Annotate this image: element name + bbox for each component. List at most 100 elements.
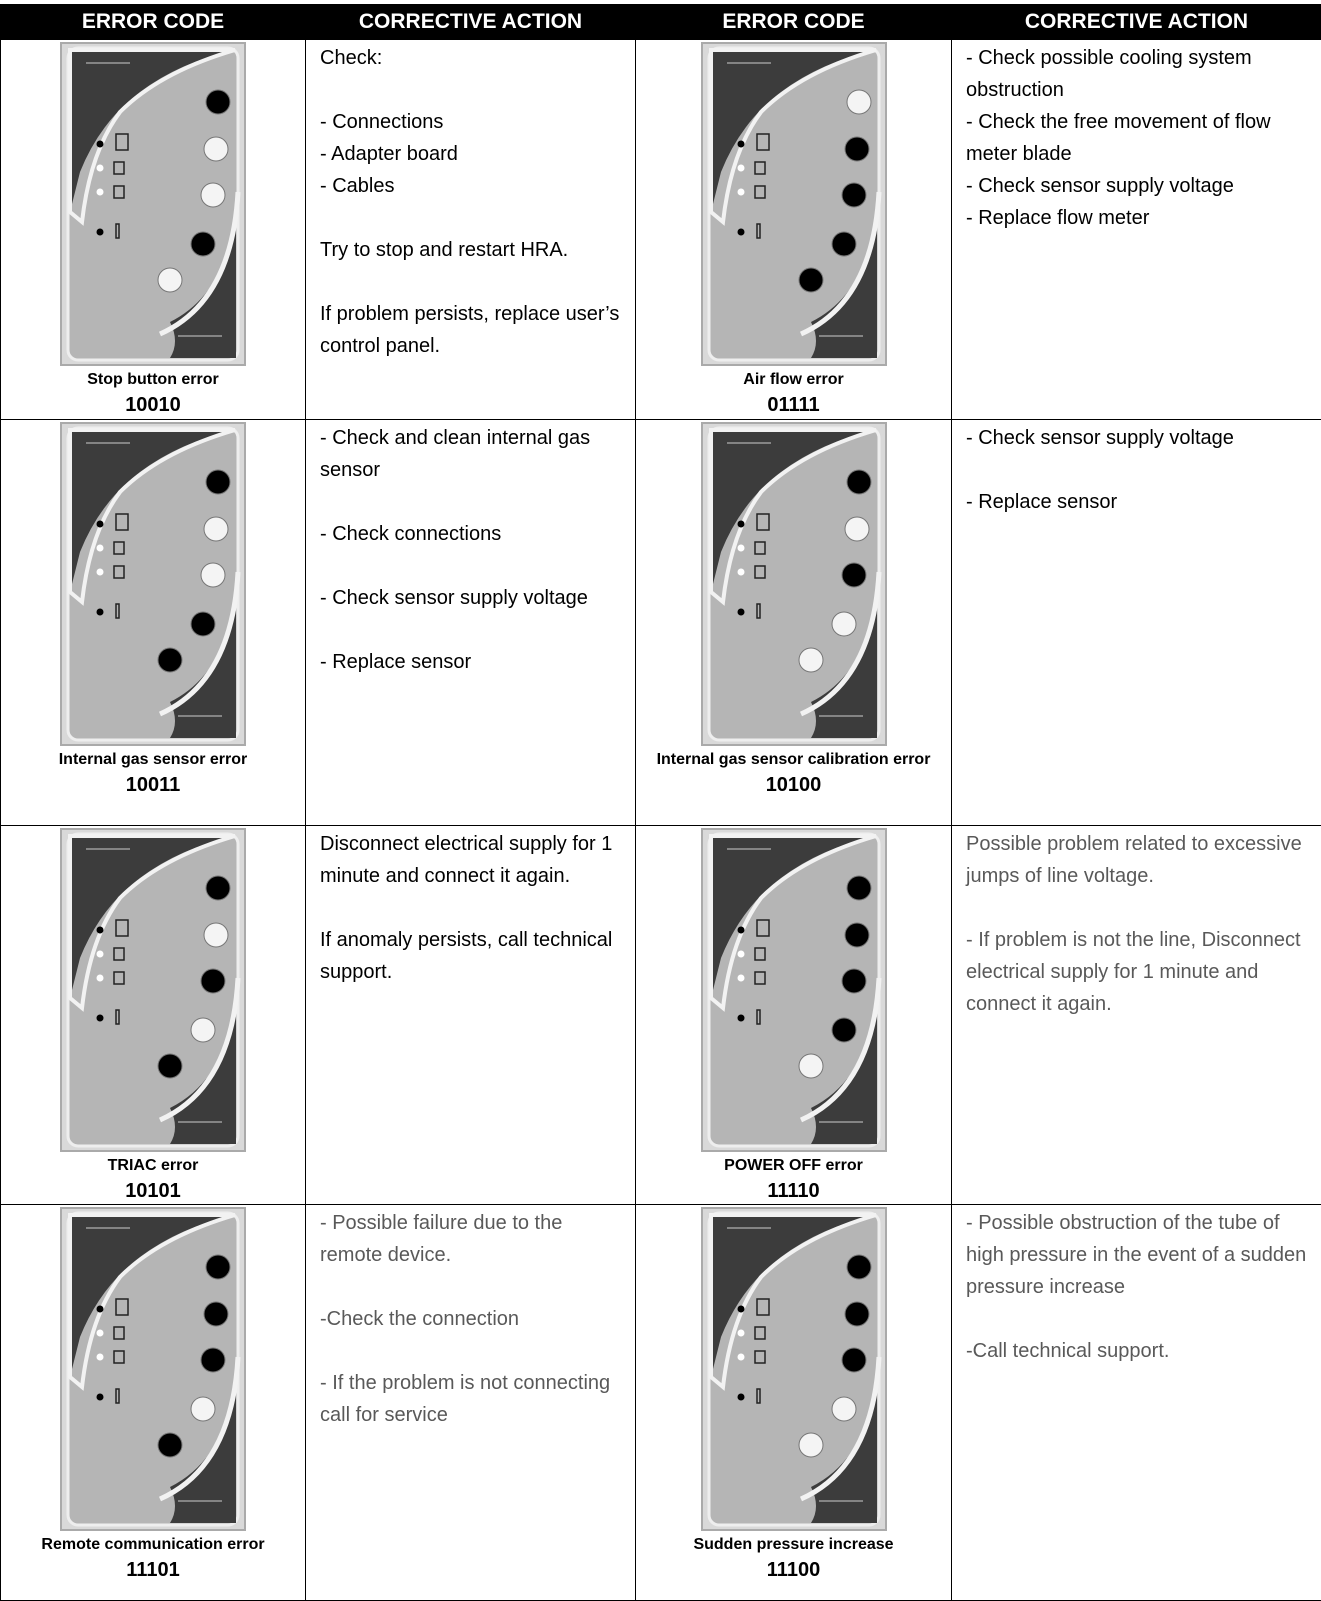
action-line: - Cables <box>320 170 623 202</box>
led <box>847 1255 871 1279</box>
led <box>201 183 225 207</box>
action-line: - Replace sensor <box>966 486 1309 518</box>
led <box>158 268 182 292</box>
action-paragraph: Disconnect electrical supply for 1 minut… <box>320 828 623 892</box>
error-name: Internal gas sensor error <box>1 748 305 772</box>
status-dot <box>737 1394 744 1401</box>
led <box>201 1348 225 1372</box>
action-line: - Check sensor supply voltage <box>966 422 1309 454</box>
action-paragraph: - Possible obstruction of the tube of hi… <box>966 1207 1309 1303</box>
led <box>206 90 230 114</box>
control-panel <box>701 1207 887 1531</box>
header-cell: CORRECTIVE ACTION <box>306 5 636 40</box>
page: ERROR CODE CORRECTIVE ACTION ERROR CODE … <box>0 4 1321 1597</box>
led <box>191 1397 215 1421</box>
action-line: - Check sensor supply voltage <box>966 170 1309 202</box>
status-dot <box>737 165 744 172</box>
action-line: - Check connections <box>320 518 623 550</box>
led <box>847 470 871 494</box>
error-code: 11100 <box>636 1557 951 1583</box>
status-dot <box>97 951 104 958</box>
led <box>842 183 866 207</box>
led <box>847 876 871 900</box>
status-dot <box>737 141 744 148</box>
action-paragraph: - Possible failure due to the remote dev… <box>320 1207 623 1271</box>
led <box>204 517 228 541</box>
status-dot <box>97 569 104 576</box>
led <box>832 1397 856 1421</box>
led <box>191 232 215 256</box>
action-paragraph: -Check the connection <box>320 1303 623 1335</box>
action-line: - Check possible cooling system obstruct… <box>966 42 1309 106</box>
action-cell: - Check possible cooling system obstruct… <box>952 40 1321 420</box>
action-line: - Check the free movement of flow meter … <box>966 106 1309 170</box>
status-dot <box>97 1354 104 1361</box>
status-dot <box>737 545 744 552</box>
led <box>206 470 230 494</box>
status-dot <box>737 569 744 576</box>
led <box>158 1433 182 1457</box>
led <box>799 268 823 292</box>
action-cell: - Check sensor supply voltage - Replace s… <box>952 420 1321 826</box>
led <box>158 1054 182 1078</box>
action-line: - If the problem is not connecting call … <box>320 1367 623 1431</box>
status-dot <box>737 927 744 934</box>
action-line: - Adapter board <box>320 138 623 170</box>
status-dot <box>97 229 104 236</box>
status-dot <box>97 189 104 196</box>
status-dot <box>97 521 104 528</box>
status-dot <box>737 1306 744 1313</box>
error-name: Air flow error <box>636 368 951 392</box>
led <box>191 1018 215 1042</box>
header-cell: ERROR CODE <box>1 5 306 40</box>
error-code: 01111 <box>636 392 951 418</box>
control-panel <box>60 1207 246 1531</box>
led <box>201 563 225 587</box>
action-paragraph: - Connections- Adapter board- Cables <box>320 106 623 202</box>
led <box>842 563 866 587</box>
action-paragraph: Check: <box>320 42 623 74</box>
status-dot <box>737 1330 744 1337</box>
action-line: - Replace sensor <box>320 646 623 678</box>
led <box>201 969 225 993</box>
action-paragraph: -Call technical support. <box>966 1335 1309 1367</box>
control-panel <box>60 828 246 1152</box>
action-line: Possible problem related to excessive ju… <box>966 828 1309 892</box>
status-dot <box>737 975 744 982</box>
led <box>845 923 869 947</box>
header-cell: ERROR CODE <box>636 5 952 40</box>
error-name: POWER OFF error <box>636 1154 951 1178</box>
error-name: Internal gas sensor calibration error <box>636 748 951 772</box>
status-dot <box>737 521 744 528</box>
status-dot <box>737 609 744 616</box>
action-line: Disconnect electrical supply for 1 minut… <box>320 828 623 892</box>
action-cell: Possible problem related to excessive ju… <box>952 826 1321 1205</box>
action-paragraph: If problem persists, replace user’s cont… <box>320 298 623 362</box>
header-cell: CORRECTIVE ACTION <box>952 5 1321 40</box>
action-paragraph: - Replace sensor <box>320 646 623 678</box>
action-line: Try to stop and restart HRA. <box>320 234 623 266</box>
status-dot <box>97 545 104 552</box>
error-code: 10100 <box>636 772 951 798</box>
action-line: -Check the connection <box>320 1303 623 1335</box>
status-dot <box>97 1306 104 1313</box>
status-dot <box>97 927 104 934</box>
control-panel <box>60 42 246 366</box>
action-cell: Check: - Connections- Adapter board- Cabl… <box>306 40 636 420</box>
header-row: ERROR CODE CORRECTIVE ACTION ERROR CODE … <box>1 5 1321 40</box>
led <box>845 1302 869 1326</box>
led <box>847 90 871 114</box>
led <box>799 648 823 672</box>
led <box>204 137 228 161</box>
action-paragraph: - Check sensor supply voltage <box>966 422 1309 454</box>
action-cell: Disconnect electrical supply for 1 minut… <box>306 826 636 1205</box>
